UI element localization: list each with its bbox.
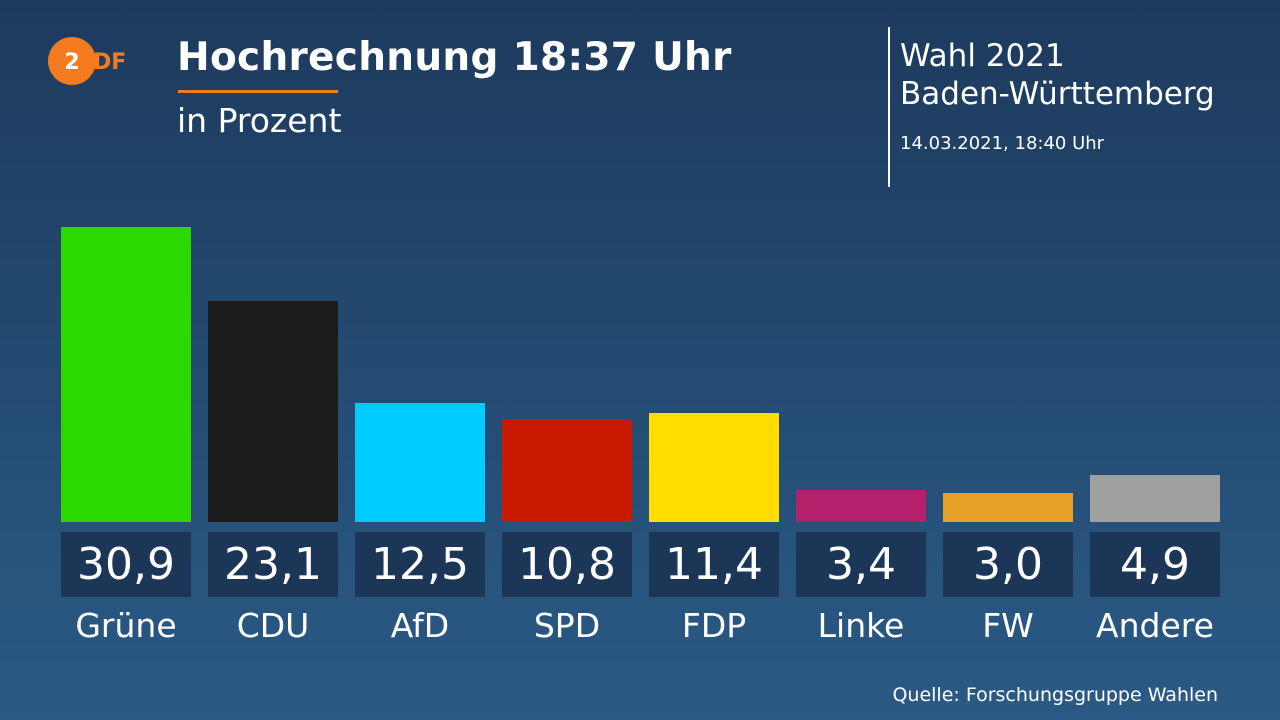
zdf-logo: 2 DF	[48, 36, 138, 86]
chart-subtitle: in Prozent	[177, 101, 342, 140]
election-year: Wahl 2021	[900, 38, 1065, 74]
category-label-spd: SPD	[533, 605, 601, 645]
bar-fdp	[649, 413, 779, 522]
bar-afd	[355, 403, 485, 522]
source-note: Quelle: Forschungsgruppe Wahlen	[892, 684, 1218, 706]
svg-text:DF: DF	[93, 50, 126, 75]
value-label-spd: 10,8	[502, 532, 632, 597]
value-label-fdp: 11,4	[649, 532, 779, 597]
election-state: Baden-Württemberg	[900, 76, 1215, 112]
bar-cdu	[208, 301, 338, 522]
category-label-andere: Andere	[1096, 605, 1214, 645]
category-label-fw: FW	[982, 605, 1034, 645]
category-label-afd: AfD	[390, 605, 450, 645]
bar-andere	[1090, 475, 1220, 522]
election-title: Wahl 2021 Baden-Württemberg	[900, 37, 1215, 113]
bar-linke	[796, 490, 926, 522]
category-label-linke: Linke	[817, 605, 905, 645]
value-label-gruene: 30,9	[61, 532, 191, 597]
title-underline	[178, 90, 338, 93]
category-label-cdu: CDU	[236, 605, 310, 645]
bar-fw	[943, 493, 1073, 522]
value-label-linke: 3,4	[796, 532, 926, 597]
bar-spd	[502, 419, 632, 522]
election-timestamp: 14.03.2021, 18:40 Uhr	[900, 133, 1105, 154]
chart-title: Hochrechnung 18:37 Uhr	[177, 35, 732, 80]
category-label-gruene: Grüne	[75, 605, 177, 645]
bar-gruene	[61, 227, 191, 522]
value-label-afd: 12,5	[355, 532, 485, 597]
header-divider	[888, 27, 890, 187]
value-label-andere: 4,9	[1090, 532, 1220, 597]
category-label-fdp: FDP	[681, 605, 747, 645]
svg-text:2: 2	[64, 50, 79, 75]
value-label-fw: 3,0	[943, 532, 1073, 597]
value-label-cdu: 23,1	[208, 532, 338, 597]
